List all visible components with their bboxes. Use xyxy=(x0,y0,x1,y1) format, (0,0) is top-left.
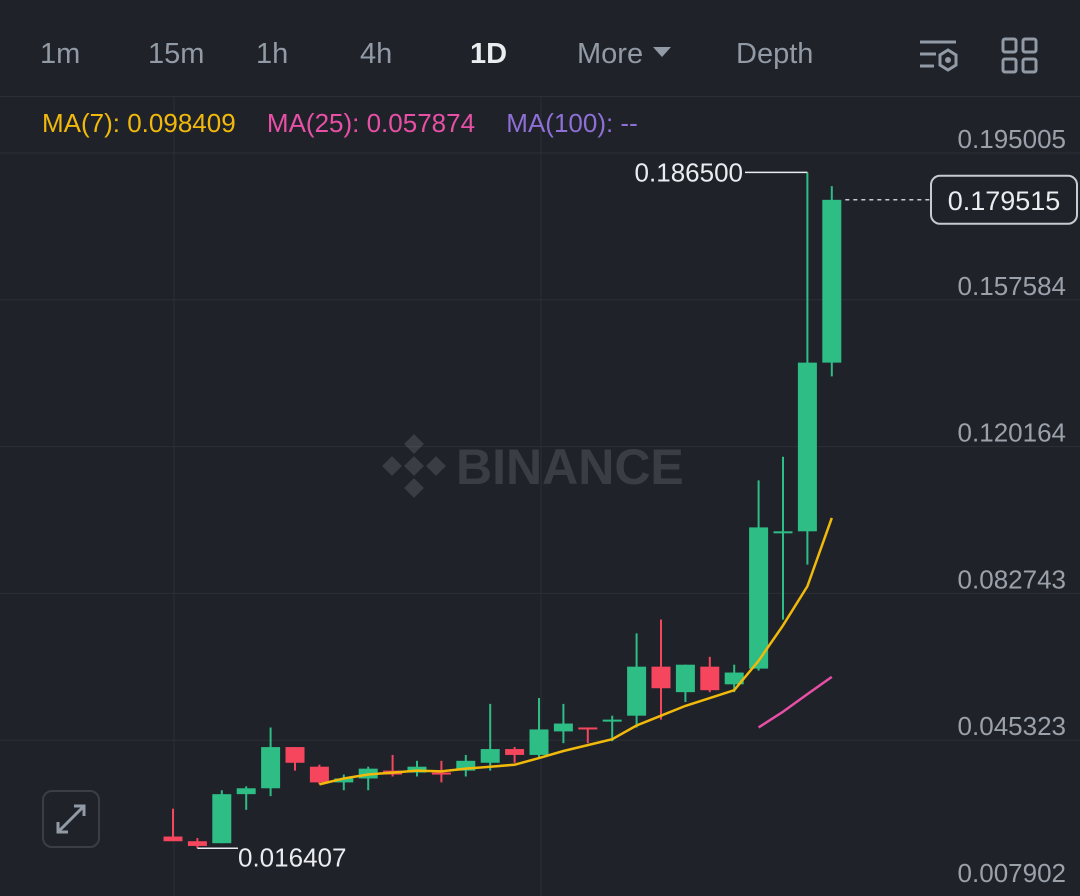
candle-body xyxy=(187,841,207,846)
candle-body xyxy=(797,362,817,532)
candle-body xyxy=(456,760,476,771)
candle xyxy=(456,754,476,777)
tab-more-label: More xyxy=(577,38,644,70)
ma25-line xyxy=(757,675,833,729)
candle-body xyxy=(431,772,451,775)
candle xyxy=(822,186,842,377)
candle-body xyxy=(334,778,354,783)
binance-watermark: BINANCE xyxy=(382,434,684,498)
high-price-label: 0.186500 xyxy=(635,157,743,187)
candle-body xyxy=(505,749,525,755)
candle xyxy=(529,698,549,759)
current-price-label: 0.179515 xyxy=(948,186,1061,216)
candle-body xyxy=(236,788,256,795)
candle xyxy=(553,703,573,744)
tab-more[interactable]: More xyxy=(577,38,672,71)
tab-1m[interactable]: 1m xyxy=(40,38,81,70)
candle-body xyxy=(285,747,305,763)
candle xyxy=(309,764,329,785)
y-tick-label: 0.157584 xyxy=(958,271,1066,301)
candle xyxy=(407,760,427,777)
interval-toolbar: 1m 15m 1h 4h 1D More Depth xyxy=(0,0,1080,97)
ma-legend: MA(7): 0.098409 MA(25): 0.057874 MA(100)… xyxy=(42,108,662,139)
candle xyxy=(749,480,769,671)
tab-depth[interactable]: Depth xyxy=(736,38,814,70)
candle xyxy=(212,790,232,844)
y-tick-label: 0.120164 xyxy=(958,418,1066,448)
candle xyxy=(480,703,500,771)
y-tick-label: 0.045323 xyxy=(958,711,1066,741)
ma25-label: MA(25): 0.057874 xyxy=(266,108,476,138)
y-tick-label: 0.082743 xyxy=(958,564,1066,594)
candle xyxy=(285,747,305,771)
candle-body xyxy=(480,749,500,763)
candle-body xyxy=(553,723,573,732)
caret-down-icon xyxy=(653,47,672,58)
candle-body xyxy=(163,836,183,842)
tab-1d[interactable]: 1D xyxy=(470,38,508,70)
candle xyxy=(334,774,354,791)
candle-body xyxy=(627,666,647,716)
candle xyxy=(675,664,695,702)
candle-body xyxy=(651,666,671,689)
candle-body xyxy=(309,766,329,783)
candle-body xyxy=(749,527,769,669)
ma7-label: MA(7): 0.098409 xyxy=(42,108,236,138)
candle-body xyxy=(675,664,695,693)
candle xyxy=(797,172,817,565)
current-price-box xyxy=(930,174,1078,225)
candle-body xyxy=(261,747,281,789)
candle xyxy=(773,456,793,620)
candle xyxy=(651,619,671,720)
candle xyxy=(602,715,622,742)
y-tick-label: 0.007902 xyxy=(958,858,1066,888)
candle xyxy=(236,786,256,810)
candle-body xyxy=(602,719,622,722)
candle-body xyxy=(700,666,720,691)
candle xyxy=(700,656,720,693)
tab-15m[interactable]: 15m xyxy=(148,38,205,70)
candle-body xyxy=(529,729,549,755)
candle xyxy=(187,838,207,849)
watermark-text: BINANCE xyxy=(456,439,684,495)
candle xyxy=(358,766,378,791)
ma7-line xyxy=(319,517,833,786)
y-tick-label: 0.195005 xyxy=(958,124,1066,154)
low-price-label: 0.016407 xyxy=(238,842,346,872)
candle xyxy=(724,664,744,693)
ma100-label: MA(100): -- xyxy=(506,108,638,138)
candle xyxy=(578,727,598,744)
fullscreen-button[interactable] xyxy=(42,790,100,848)
indicator-settings-icon[interactable] xyxy=(918,36,960,81)
candle-body xyxy=(212,794,232,844)
expand-icon xyxy=(56,804,86,834)
layout-grid-icon[interactable] xyxy=(1000,36,1040,81)
tab-1h[interactable]: 1h xyxy=(256,38,289,70)
candle xyxy=(505,747,525,763)
candle-body xyxy=(822,199,842,363)
candle xyxy=(163,808,183,842)
candle-body xyxy=(773,531,793,534)
tab-4h[interactable]: 4h xyxy=(360,38,393,70)
candle-body xyxy=(724,672,744,685)
candle xyxy=(261,727,281,797)
candle-body xyxy=(578,727,598,730)
candle xyxy=(627,633,647,728)
